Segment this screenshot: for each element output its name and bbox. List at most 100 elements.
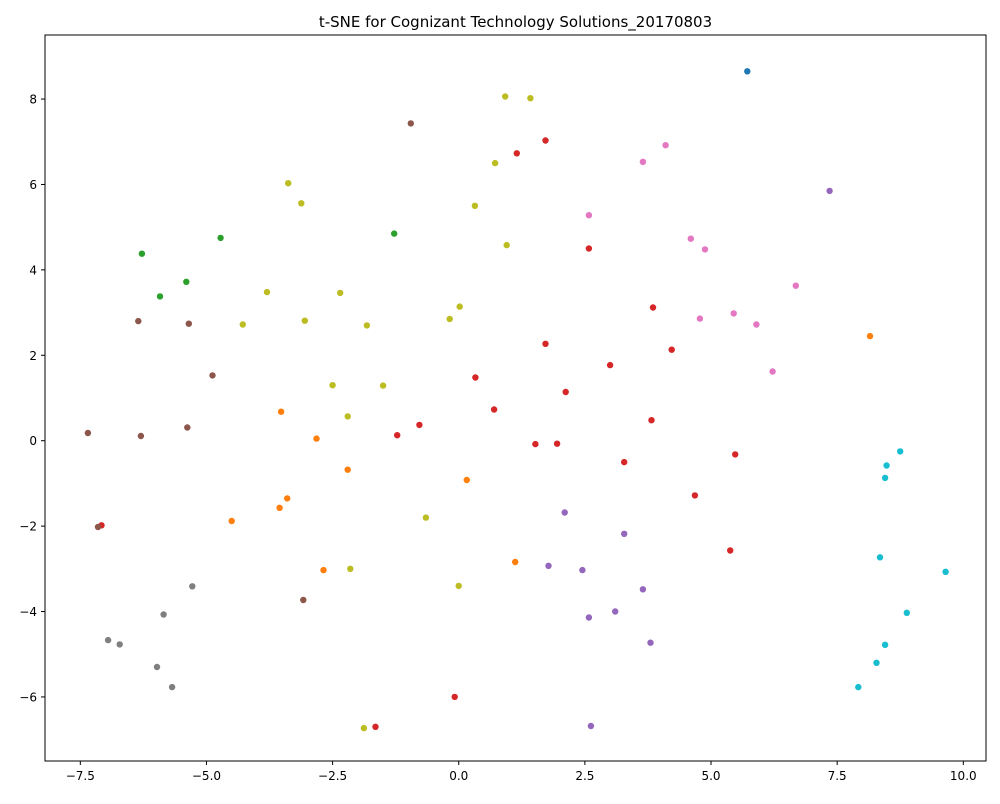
data-point	[422, 514, 430, 521]
data-point	[451, 693, 458, 701]
x-tick-label: −2.5	[318, 769, 347, 783]
data-point	[455, 582, 462, 590]
data-point	[502, 93, 509, 100]
data-point	[301, 317, 308, 324]
plot-frame	[44, 34, 987, 762]
data-point	[855, 683, 862, 691]
data-point	[300, 596, 307, 604]
data-point	[585, 212, 593, 219]
data-point	[606, 361, 614, 369]
y-tick-label: 2	[29, 349, 37, 363]
data-point	[727, 547, 734, 554]
data-point	[639, 158, 647, 165]
data-point	[732, 451, 739, 458]
data-point	[696, 315, 704, 322]
data-point	[687, 235, 694, 242]
data-point	[407, 120, 414, 127]
x-axis: −7.5 −5.0 −2.5 0.0 2.5 5.0 7.5 10.0	[66, 761, 977, 783]
x-tick-label: 7.5	[828, 769, 847, 783]
data-point	[553, 440, 561, 447]
data-point	[104, 636, 112, 644]
data-point	[344, 466, 351, 473]
chart-title: t-SNE for Cognizant Technology Solutions…	[319, 13, 712, 32]
data-point	[239, 321, 246, 328]
data-point	[217, 234, 224, 242]
data-point	[94, 523, 102, 531]
data-point	[463, 476, 470, 484]
data-point	[276, 504, 283, 511]
data-point	[621, 530, 628, 537]
data-point	[769, 368, 776, 375]
data-point	[942, 568, 949, 575]
x-tick-label: 2.5	[575, 769, 594, 783]
data-point	[347, 565, 354, 572]
data-point	[183, 278, 190, 285]
data-point	[866, 332, 874, 340]
x-tick-label: 10.0	[950, 769, 977, 783]
data-point	[209, 372, 216, 379]
data-point	[416, 421, 423, 429]
x-tick-label: −7.5	[66, 769, 95, 783]
data-point	[160, 611, 167, 618]
y-tick-label: 6	[29, 178, 37, 192]
data-point	[826, 187, 833, 195]
data-point	[135, 317, 142, 325]
scatter-points	[84, 68, 949, 732]
data-point	[527, 95, 534, 102]
data-point	[153, 663, 161, 671]
data-point	[360, 724, 368, 732]
y-axis: −6 −4 −2 0 2 4 6 8	[19, 93, 45, 704]
data-point	[612, 608, 619, 615]
data-point	[647, 639, 654, 646]
y-tick-label: −2	[19, 520, 37, 534]
data-point	[137, 432, 145, 440]
y-tick-label: −6	[19, 690, 37, 704]
data-point	[363, 322, 371, 329]
y-tick-label: 4	[29, 263, 37, 277]
data-point	[263, 288, 271, 296]
data-point	[138, 250, 146, 257]
data-point	[744, 68, 751, 75]
data-point	[490, 406, 498, 413]
x-tick-label: 0.0	[449, 769, 468, 783]
data-point	[313, 435, 320, 442]
data-point	[585, 614, 593, 621]
data-point	[184, 424, 191, 431]
data-point	[391, 230, 398, 237]
data-point	[84, 429, 92, 437]
data-point	[648, 417, 655, 424]
data-point	[456, 303, 463, 310]
data-point	[542, 340, 549, 347]
data-point	[621, 458, 628, 466]
data-point	[701, 246, 709, 253]
y-tick-label: −4	[19, 605, 37, 619]
data-point	[320, 566, 327, 574]
data-point	[513, 150, 520, 157]
data-point	[545, 562, 552, 569]
x-tick-label: 5.0	[701, 769, 720, 783]
data-point	[446, 315, 453, 323]
data-point	[562, 388, 569, 396]
data-point	[156, 293, 164, 300]
data-point	[228, 517, 235, 525]
data-point	[649, 304, 657, 311]
data-point	[329, 382, 336, 389]
data-point	[668, 346, 675, 353]
data-point	[883, 462, 890, 469]
data-point	[189, 583, 196, 590]
data-point	[512, 558, 519, 566]
data-point	[873, 659, 880, 666]
data-point	[168, 683, 176, 691]
data-point	[116, 641, 123, 648]
data-point	[542, 137, 549, 144]
data-point	[691, 492, 699, 499]
data-point	[503, 241, 510, 249]
data-point	[639, 586, 647, 593]
data-point	[662, 142, 669, 149]
data-point	[185, 320, 192, 327]
data-point	[881, 474, 889, 482]
data-point	[792, 282, 799, 289]
data-point	[579, 566, 586, 574]
